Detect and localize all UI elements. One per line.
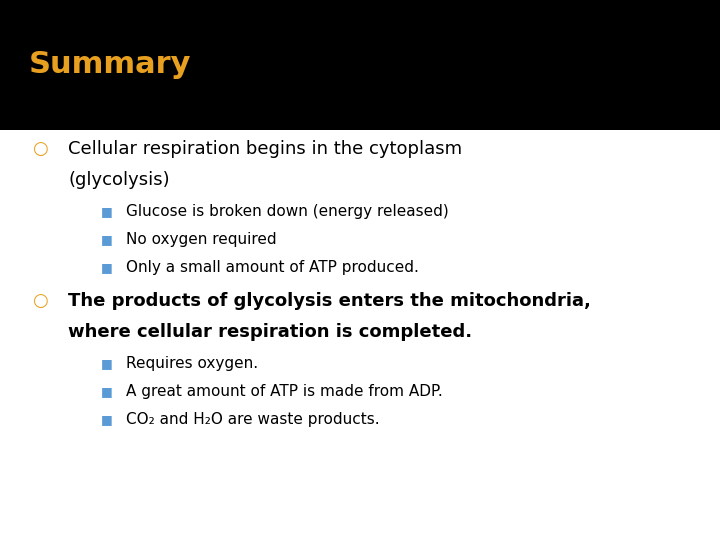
Text: Cellular respiration begins in the cytoplasm: Cellular respiration begins in the cytop… xyxy=(68,139,462,158)
Text: ■: ■ xyxy=(101,413,112,426)
Text: where cellular respiration is completed.: where cellular respiration is completed. xyxy=(68,323,472,341)
Text: (glycolysis): (glycolysis) xyxy=(68,171,170,189)
Text: ○: ○ xyxy=(32,292,48,310)
Text: ■: ■ xyxy=(101,205,112,218)
Text: ■: ■ xyxy=(101,233,112,246)
Text: ○: ○ xyxy=(32,139,48,158)
Text: Only a small amount of ATP produced.: Only a small amount of ATP produced. xyxy=(126,260,419,275)
Text: ■: ■ xyxy=(101,357,112,370)
Text: No oxygen required: No oxygen required xyxy=(126,232,276,247)
Text: Summary: Summary xyxy=(29,50,192,79)
Bar xyxy=(0,0,720,130)
Text: ■: ■ xyxy=(101,261,112,274)
Text: ■: ■ xyxy=(101,385,112,398)
Text: CO₂ and H₂O are waste products.: CO₂ and H₂O are waste products. xyxy=(126,412,379,427)
Text: Glucose is broken down (energy released): Glucose is broken down (energy released) xyxy=(126,204,449,219)
Text: A great amount of ATP is made from ADP.: A great amount of ATP is made from ADP. xyxy=(126,384,443,399)
Text: Requires oxygen.: Requires oxygen. xyxy=(126,356,258,371)
Text: The products of glycolysis enters the mitochondria,: The products of glycolysis enters the mi… xyxy=(68,292,591,310)
